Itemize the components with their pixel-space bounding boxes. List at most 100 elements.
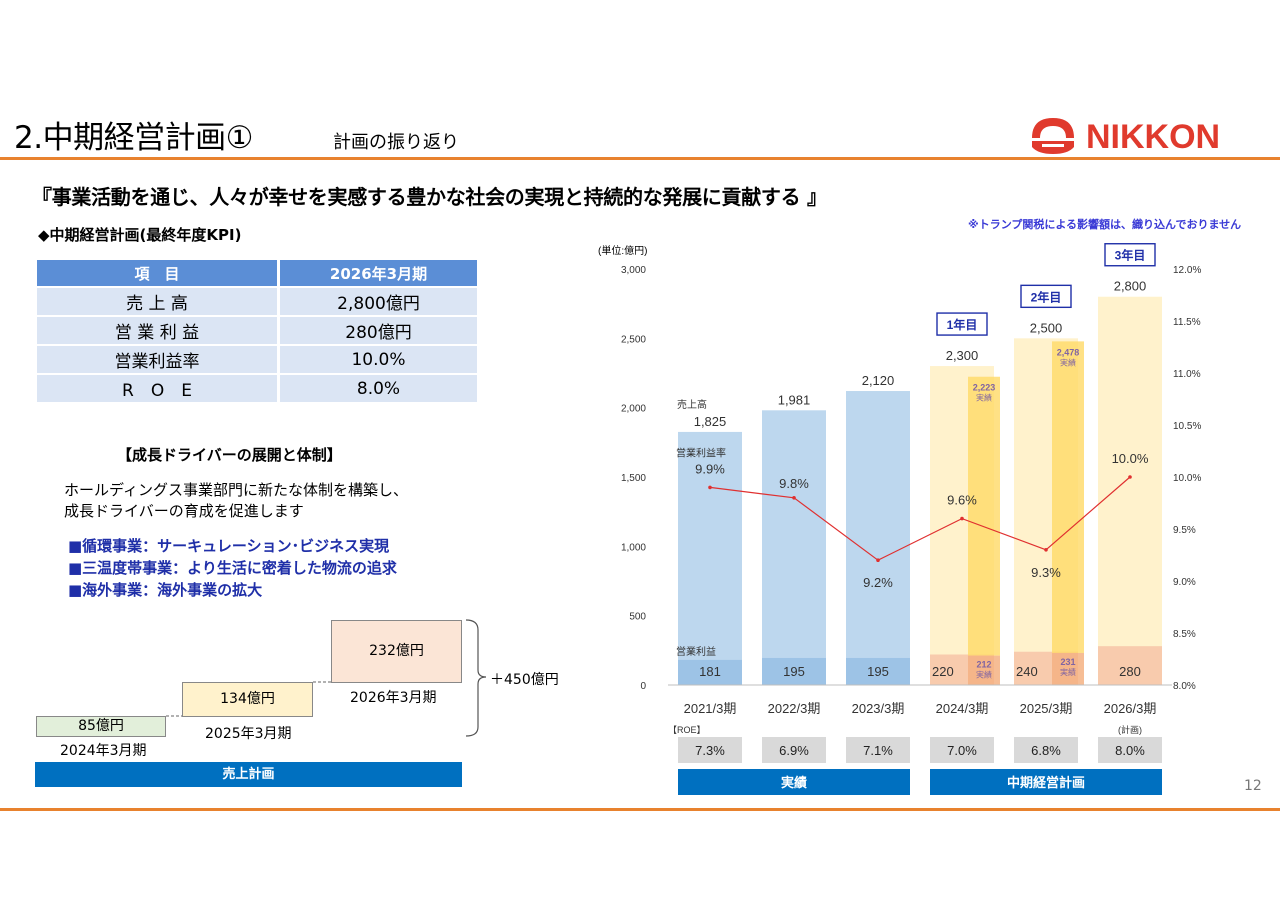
profit-value-label: 195 <box>783 664 805 679</box>
driver-item: ■三温度帯事業：より生活に密着した物流の追求 <box>68 559 397 577</box>
year-badge <box>1020 284 1072 309</box>
driver-line: 成長ドライバーの育成を促進します <box>64 502 304 520</box>
actual-tag: 実績 <box>1060 357 1076 367</box>
kpi-col-item: 項 目 <box>37 260 277 286</box>
kpi-value: 280億円 <box>280 317 477 344</box>
y-tick-label: 1,500 <box>621 473 646 484</box>
margin-value-label: 9.6% <box>947 493 977 508</box>
roe-box <box>930 737 994 763</box>
actual-profit-label: 212 <box>976 660 991 670</box>
y-tick-label: 2,500 <box>621 334 646 345</box>
roe-box <box>762 737 826 763</box>
actual-sales-label: 2,478 <box>1057 347 1080 357</box>
unit-label: (単位:億円) <box>598 244 647 257</box>
year-badge <box>936 312 988 336</box>
kpi-value: 10.0% <box>280 346 477 373</box>
kpi-value: 8.0% <box>280 375 477 402</box>
y-tick-label: 2,000 <box>621 404 646 415</box>
year-badge-label: 3年目 <box>1115 248 1146 263</box>
sales-bar <box>762 410 826 685</box>
table-row: 営業利益率 10.0% <box>37 346 477 373</box>
profit-value-label: 240 <box>1016 664 1038 679</box>
x-tick-label: 2024/3期 <box>936 701 989 716</box>
nikkon-logo-icon: NIKKON <box>1032 118 1220 156</box>
actual-sales-label: 2,223 <box>973 383 996 393</box>
roe-value: 7.3% <box>695 743 725 758</box>
y-tick-label: 3,000 <box>621 265 646 276</box>
sales-value-label: 2,120 <box>862 373 895 388</box>
y2-tick-label: 9.5% <box>1173 525 1196 536</box>
y2-tick-label: 12.0% <box>1173 265 1201 276</box>
x-tick-label: 2023/3期 <box>852 701 905 716</box>
kpi-item: 売 上 高 <box>37 288 277 315</box>
driver-heading: 【成長ドライバーの展開と体制】 <box>117 446 342 464</box>
margin-point <box>1044 548 1048 552</box>
kpi-item: 営 業 利 益 <box>37 317 277 344</box>
sales-profit-chart: (単位:億円) 0 500 1,000 1,500 2,000 2,500 3,000 8.0%… <box>598 243 1201 795</box>
y2-tick-label: 11.0% <box>1173 369 1201 380</box>
roe-value: 6.9% <box>779 743 809 758</box>
page-number: 12 <box>1244 778 1262 794</box>
sales-step-period: 2024年3月期 <box>60 743 147 759</box>
margin-point <box>792 496 796 500</box>
header-rule <box>0 157 1280 160</box>
margin-point <box>708 485 712 490</box>
sales-step-box: 232億円 <box>331 620 462 683</box>
sales-bar <box>678 431 742 685</box>
profit-value-label: 195 <box>867 664 889 679</box>
sales-step-period: 2025年3月期 <box>205 726 292 742</box>
y2-tick-label: 10.5% <box>1173 421 1201 432</box>
sales-value-label: 1,825 <box>694 414 727 429</box>
driver-item: ■循環事業：サーキュレーション･ビジネス実現 <box>68 537 390 555</box>
sales-value-label: 2,500 <box>1030 320 1063 335</box>
margin-point <box>876 558 880 562</box>
year-badge <box>1104 243 1156 267</box>
table-row: R O E 8.0% <box>37 375 477 402</box>
profit-bar <box>678 659 742 685</box>
sales-step-box: 134億円 <box>182 682 313 717</box>
profit-value-label: 220 <box>932 664 954 679</box>
group-label: 実績 <box>781 775 807 790</box>
page-subtitle: 計画の振り返り <box>333 132 459 153</box>
y2-tick-label: 11.5% <box>1173 317 1201 328</box>
roe-value: 7.1% <box>863 743 893 758</box>
actual-sales-bar <box>968 376 1000 656</box>
profit-bar <box>1098 646 1162 685</box>
roe-box <box>1014 737 1078 763</box>
actual-tag: 実績 <box>976 670 992 680</box>
x-tick-label: 2021/3期 <box>684 701 737 716</box>
total-brace <box>465 619 487 737</box>
margin-value-label: 10.0% <box>1112 451 1149 466</box>
x-tick-label: 2025/3期 <box>1020 701 1073 716</box>
plan-note: (計画) <box>1118 724 1142 735</box>
sales-value-label: 2,300 <box>946 348 979 363</box>
roe-box <box>846 737 910 763</box>
margin-line <box>709 476 1131 561</box>
group-bar <box>930 769 1162 795</box>
roe-value: 6.8% <box>1031 743 1061 758</box>
margin-point <box>1128 475 1132 479</box>
profit-bar <box>846 657 910 685</box>
kpi-table: 項 目 2026年3月期 売 上 高 2,800億円 営 業 利 益 280億円… <box>37 258 477 404</box>
sales-total: ＋450億円 <box>490 672 559 688</box>
sales-value-label: 2,800 <box>1114 279 1147 294</box>
y2-tick-label: 9.0% <box>1173 577 1196 588</box>
driver-description: ホールディングス事業部門に新たな体制を構築し、 成長ドライバーの育成を促進します <box>64 480 408 522</box>
tariff-note: ※トランプ関税による影響額は、織り込んでおりません <box>968 218 1242 231</box>
sales-step-period: 2026年3月期 <box>350 690 437 706</box>
actual-sales-bar <box>1052 341 1084 653</box>
roe-box <box>1098 737 1162 763</box>
sales-bar <box>846 391 910 685</box>
table-row: 営 業 利 益 280億円 <box>37 317 477 344</box>
kpi-value: 2,800億円 <box>280 288 477 315</box>
year-badge-label: 1年目 <box>947 317 978 332</box>
corporate-slogan: 『事業活動を通じ、人々が幸せを実感する豊かな社会の実現と持続的な発展に貢献する … <box>32 185 827 209</box>
series-name-margin: 営業利益率 <box>676 446 726 459</box>
kpi-item: R O E <box>37 375 277 402</box>
y-tick-label: 1,000 <box>621 542 646 553</box>
actual-profit-label: 231 <box>1060 657 1075 667</box>
kpi-item: 営業利益率 <box>37 346 277 373</box>
actual-profit-bar <box>968 655 1000 685</box>
x-tick-label: 2026/3期 <box>1104 701 1157 716</box>
sales-plan-connectors <box>166 619 487 737</box>
